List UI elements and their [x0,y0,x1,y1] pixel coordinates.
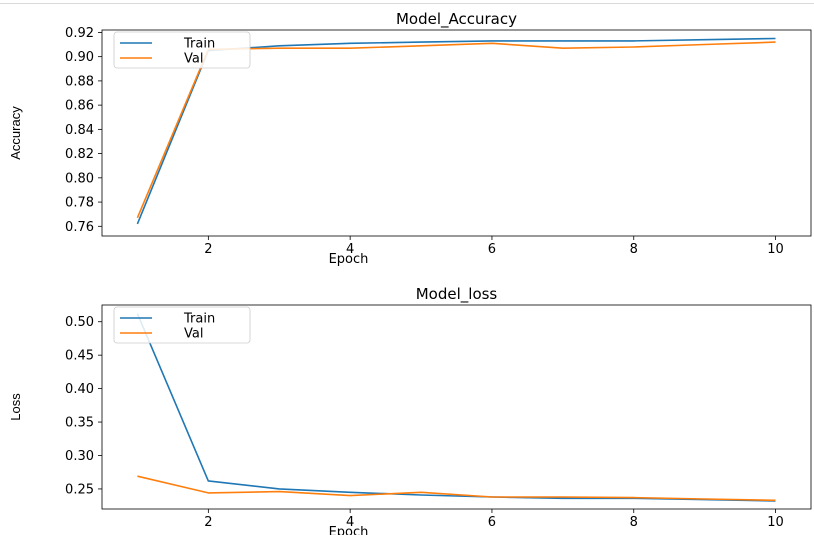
y-tick-label: 0.50 [65,315,94,330]
y-tick-label: 0.88 [65,74,94,89]
x-tick-label: 6 [488,242,496,257]
x-tick-label: 4 [346,515,354,530]
x-tick-label: 8 [630,242,638,257]
legend-box [113,306,251,344]
y-tick-label: 0.80 [65,171,94,186]
y-tick-label: 0.30 [65,449,94,464]
chart-panel-1: Model_Accuracy 0.76 0.78 0.80 0.82 0.84 0.86 0.… [8,10,812,267]
x-axis-label: Epoch [329,525,369,535]
y-tick-label: 0.25 [65,482,94,497]
y-tick-label: 0.92 [65,26,94,41]
legend-label-val: Val [184,327,203,342]
series-line-val [137,475,776,502]
y-tick-label: 0.84 [65,123,94,138]
x-axis-label: Epoch [329,252,369,267]
legend-label-train: Train [183,312,215,327]
plot-frame [101,29,812,237]
y-tick-label: 0.40 [65,382,94,397]
y-tick-label: 0.35 [65,416,94,431]
x-tick-label: 2 [204,242,212,257]
x-tick-label: 10 [767,242,784,257]
chart-panel-2: Model_loss 0.25 0.30 0.35 0.40 0.45 0.50 2 4 6 8 10… [8,285,812,535]
series-line-val [136,41,776,219]
top-divider [0,3,814,4]
y-tick-label: 0.78 [65,196,94,211]
y-axis-label: Loss [8,393,23,421]
y-tick-label: 0.45 [65,349,94,364]
y-tick-label: 0.76 [65,220,94,235]
legend-label-train: Train [183,37,215,52]
y-tick-label: 0.82 [65,147,94,162]
plot-frame [101,304,812,510]
y-tick-label: 0.90 [65,50,94,65]
x-tick-label: 8 [630,515,638,530]
legend-label-val: Val [184,52,203,67]
x-tick-label: 2 [204,515,212,530]
x-tick-label: 10 [767,515,784,530]
x-tick-label: 6 [488,515,496,530]
chart-title: Model_Accuracy [396,10,517,29]
legend-box [113,31,251,69]
x-tick-label: 4 [346,242,354,257]
y-tick-label: 0.86 [65,99,94,114]
chart-title: Model_loss [416,285,498,304]
y-axis-label: Accuracy [8,106,23,160]
